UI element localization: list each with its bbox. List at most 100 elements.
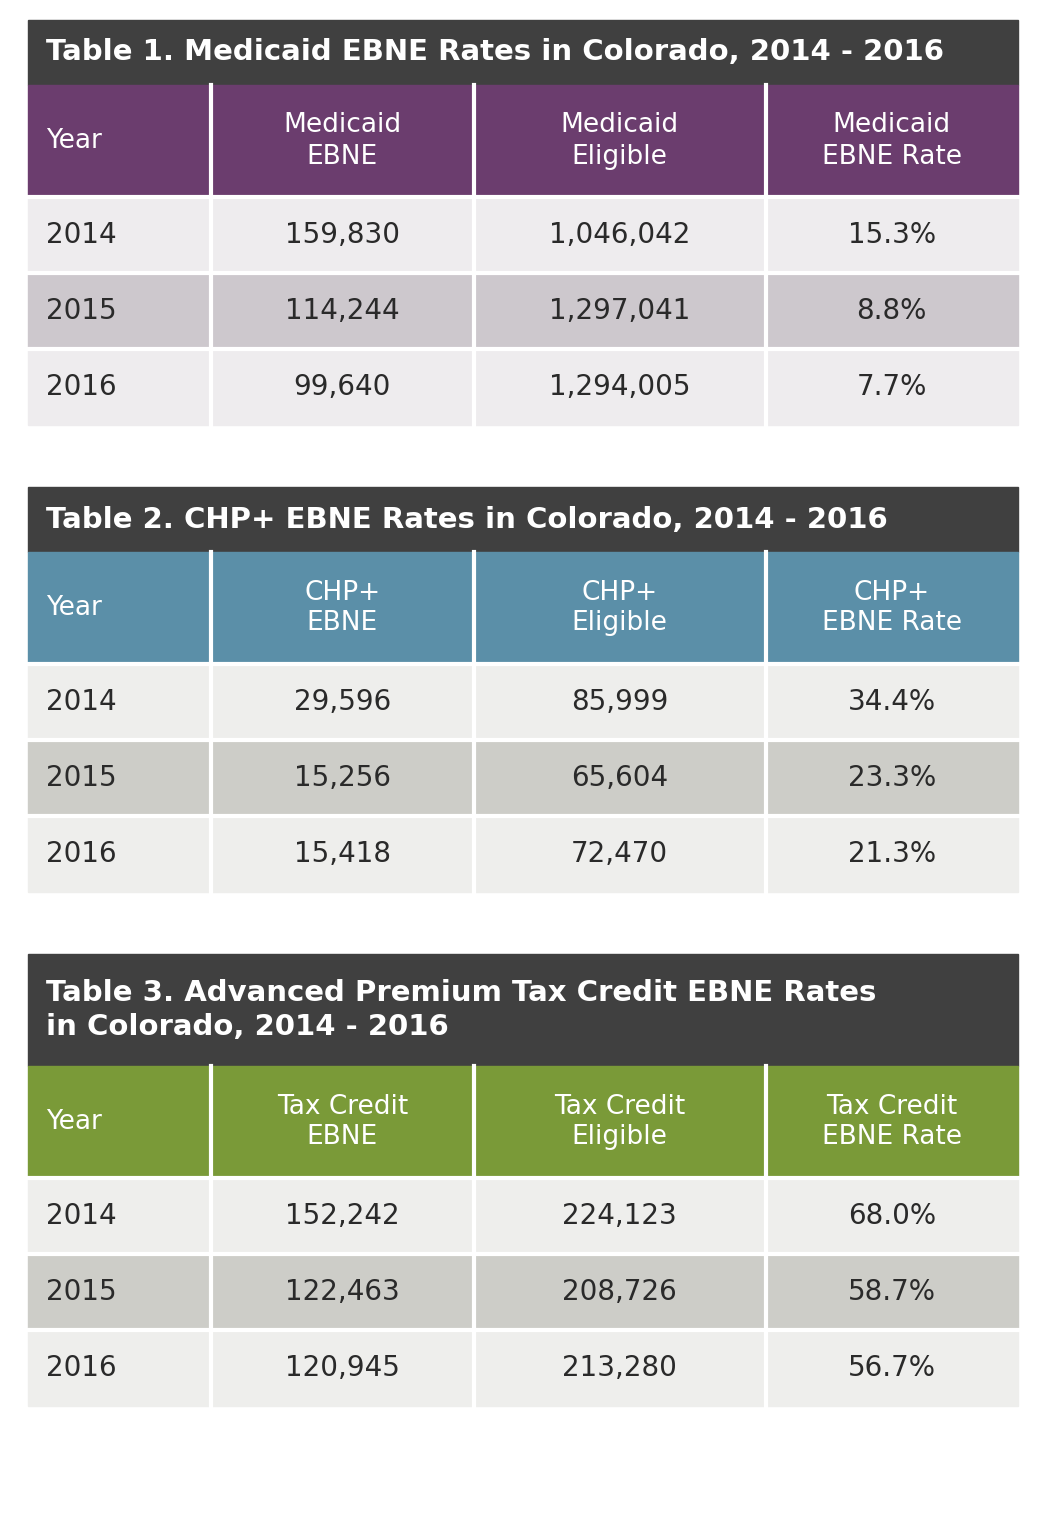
- Bar: [474, 551, 766, 664]
- Text: Table 2. CHP+ EBNE Rates in Colorado, 2014 - 2016: Table 2. CHP+ EBNE Rates in Colorado, 20…: [46, 505, 888, 533]
- Text: 2014: 2014: [46, 1203, 116, 1230]
- Bar: [766, 1066, 1018, 1178]
- Bar: [211, 741, 474, 816]
- Bar: [474, 1178, 766, 1254]
- Bar: [211, 273, 474, 350]
- Text: Tax Credit
EBNE: Tax Credit EBNE: [277, 1093, 408, 1150]
- Text: 2014: 2014: [46, 688, 116, 716]
- Text: CHP+
EBNE Rate: CHP+ EBNE Rate: [822, 579, 961, 636]
- Text: Medicaid
Eligible: Medicaid Eligible: [561, 112, 679, 169]
- Bar: [766, 1254, 1018, 1331]
- Text: 2016: 2016: [46, 839, 116, 869]
- Text: 2015: 2015: [46, 297, 116, 325]
- Bar: [28, 816, 211, 892]
- Text: Medicaid
EBNE Rate: Medicaid EBNE Rate: [822, 112, 961, 169]
- Text: CHP+
EBNE: CHP+ EBNE: [304, 579, 381, 636]
- Text: 152,242: 152,242: [285, 1203, 400, 1230]
- Bar: [474, 350, 766, 425]
- Text: 15.3%: 15.3%: [847, 222, 936, 249]
- Bar: [766, 816, 1018, 892]
- Bar: [474, 741, 766, 816]
- Text: 29,596: 29,596: [294, 688, 391, 716]
- Text: 56.7%: 56.7%: [847, 1354, 936, 1381]
- Bar: [28, 1066, 211, 1178]
- Text: 2016: 2016: [46, 1354, 116, 1381]
- Text: 8.8%: 8.8%: [857, 297, 927, 325]
- Text: 15,418: 15,418: [294, 839, 391, 869]
- Text: 2015: 2015: [46, 764, 116, 792]
- Bar: [28, 85, 211, 197]
- Text: 122,463: 122,463: [285, 1278, 400, 1306]
- Text: 68.0%: 68.0%: [847, 1203, 936, 1230]
- Text: Medicaid
EBNE: Medicaid EBNE: [283, 112, 402, 169]
- Bar: [28, 953, 1018, 1066]
- Text: 7.7%: 7.7%: [857, 373, 927, 400]
- Text: 2015: 2015: [46, 1278, 116, 1306]
- Text: Tax Credit
Eligible: Tax Credit Eligible: [554, 1093, 685, 1150]
- Text: 114,244: 114,244: [285, 297, 400, 325]
- Bar: [474, 664, 766, 741]
- Bar: [474, 273, 766, 350]
- Text: 159,830: 159,830: [285, 222, 400, 249]
- Text: 1,046,042: 1,046,042: [549, 222, 690, 249]
- Text: Year: Year: [46, 1109, 101, 1135]
- Text: 21.3%: 21.3%: [847, 839, 936, 869]
- Text: Table 3. Advanced Premium Tax Credit EBNE Rates
in Colorado, 2014 - 2016: Table 3. Advanced Premium Tax Credit EBN…: [46, 979, 877, 1041]
- Bar: [211, 1178, 474, 1254]
- Bar: [766, 664, 1018, 741]
- Bar: [28, 1178, 211, 1254]
- Bar: [211, 816, 474, 892]
- Text: 120,945: 120,945: [285, 1354, 400, 1381]
- Bar: [766, 273, 1018, 350]
- Bar: [474, 197, 766, 273]
- Bar: [28, 487, 1018, 551]
- Bar: [28, 273, 211, 350]
- Bar: [211, 1254, 474, 1331]
- Text: 224,123: 224,123: [562, 1203, 677, 1230]
- Text: 72,470: 72,470: [571, 839, 668, 869]
- Bar: [28, 350, 211, 425]
- Bar: [766, 1178, 1018, 1254]
- Bar: [211, 1066, 474, 1178]
- Bar: [766, 197, 1018, 273]
- Bar: [474, 1331, 766, 1406]
- Text: 99,640: 99,640: [294, 373, 391, 400]
- Text: Tax Credit
EBNE Rate: Tax Credit EBNE Rate: [822, 1093, 961, 1150]
- Text: 2014: 2014: [46, 222, 116, 249]
- Text: Year: Year: [46, 128, 101, 154]
- Bar: [211, 350, 474, 425]
- Bar: [766, 551, 1018, 664]
- Bar: [766, 350, 1018, 425]
- Bar: [474, 816, 766, 892]
- Bar: [211, 85, 474, 197]
- Text: 23.3%: 23.3%: [847, 764, 936, 792]
- Bar: [211, 664, 474, 741]
- Text: 85,999: 85,999: [571, 688, 668, 716]
- Bar: [28, 1254, 211, 1331]
- Bar: [211, 197, 474, 273]
- Bar: [766, 1331, 1018, 1406]
- Bar: [28, 664, 211, 741]
- Text: Year: Year: [46, 594, 101, 621]
- Bar: [28, 741, 211, 816]
- Bar: [28, 1331, 211, 1406]
- Text: CHP+
Eligible: CHP+ Eligible: [571, 579, 667, 636]
- Bar: [474, 85, 766, 197]
- Bar: [474, 1254, 766, 1331]
- Text: 15,256: 15,256: [294, 764, 391, 792]
- Bar: [766, 85, 1018, 197]
- Text: 1,297,041: 1,297,041: [549, 297, 690, 325]
- Bar: [28, 197, 211, 273]
- Bar: [28, 551, 211, 664]
- Text: 1,294,005: 1,294,005: [549, 373, 690, 400]
- Text: 213,280: 213,280: [562, 1354, 677, 1381]
- Bar: [28, 20, 1018, 85]
- Bar: [766, 741, 1018, 816]
- Text: 65,604: 65,604: [571, 764, 668, 792]
- Text: Table 1. Medicaid EBNE Rates in Colorado, 2014 - 2016: Table 1. Medicaid EBNE Rates in Colorado…: [46, 38, 943, 66]
- Bar: [211, 1331, 474, 1406]
- Text: 208,726: 208,726: [562, 1278, 677, 1306]
- Bar: [211, 551, 474, 664]
- Text: 2016: 2016: [46, 373, 116, 400]
- Text: 58.7%: 58.7%: [847, 1278, 936, 1306]
